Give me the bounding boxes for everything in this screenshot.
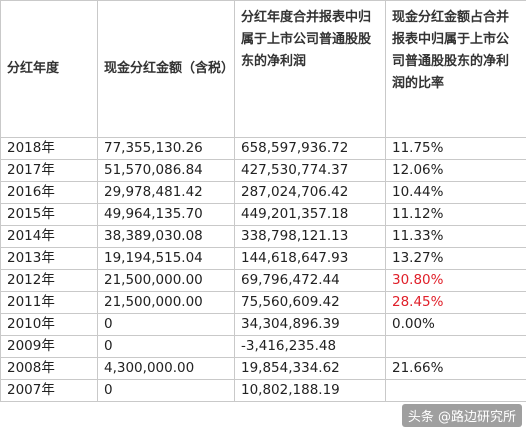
header-net-profit: 分红年度合并报表中归属于上市公司普通股股东的净利润 bbox=[234, 0, 386, 138]
cell-net-profit: 658,597,936.72 bbox=[234, 137, 386, 160]
cell-cash-dividend: 4,300,000.00 bbox=[97, 357, 235, 380]
cell-cash-dividend: 77,355,130.26 bbox=[97, 137, 235, 160]
cell-year: 2016年 bbox=[0, 181, 98, 204]
cell-cash-dividend: 38,389,030.08 bbox=[97, 225, 235, 248]
cell-cash-dividend: 0 bbox=[97, 313, 235, 336]
cell-year: 2014年 bbox=[0, 225, 98, 248]
cell-year: 2012年 bbox=[0, 269, 98, 292]
cell-cash-dividend: 21,500,000.00 bbox=[97, 269, 235, 292]
cell-net-profit: 449,201,357.18 bbox=[234, 203, 386, 226]
table-row: 2007年 0 10,802,188.19 bbox=[0, 379, 526, 402]
dividend-table: 分红年度 现金分红金额（含税） 分红年度合并报表中归属于上市公司普通股股东的净利… bbox=[0, 0, 526, 402]
cell-ratio: 11.33% bbox=[385, 225, 526, 248]
header-ratio: 现金分红金额占合并报表中归属于上市公司普通股股东的净利润的比率 bbox=[385, 0, 526, 138]
cell-year: 2015年 bbox=[0, 203, 98, 226]
cell-cash-dividend: 0 bbox=[97, 335, 235, 358]
cell-net-profit: -3,416,235.48 bbox=[234, 335, 386, 358]
cell-ratio bbox=[385, 379, 526, 402]
table-body: 2018年 77,355,130.26 658,597,936.72 11.75% 20… bbox=[0, 137, 526, 402]
cell-cash-dividend: 19,194,515.04 bbox=[97, 247, 235, 270]
cell-year: 2011年 bbox=[0, 291, 98, 314]
cell-year: 2010年 bbox=[0, 313, 98, 336]
cell-ratio: 12.06% bbox=[385, 159, 526, 182]
cell-year: 2009年 bbox=[0, 335, 98, 358]
cell-year: 2017年 bbox=[0, 159, 98, 182]
cell-net-profit: 34,304,896.39 bbox=[234, 313, 386, 336]
cell-cash-dividend: 0 bbox=[97, 379, 235, 402]
cell-ratio: 21.66% bbox=[385, 357, 526, 380]
cell-net-profit: 287,024,706.42 bbox=[234, 181, 386, 204]
cell-cash-dividend: 21,500,000.00 bbox=[97, 291, 235, 314]
cell-net-profit: 69,796,472.44 bbox=[234, 269, 386, 292]
cell-cash-dividend: 49,964,135.70 bbox=[97, 203, 235, 226]
cell-year: 2007年 bbox=[0, 379, 98, 402]
cell-ratio: 28.45% bbox=[385, 291, 526, 314]
cell-ratio: 0.00% bbox=[385, 313, 526, 336]
header-row: 分红年度 现金分红金额（含税） 分红年度合并报表中归属于上市公司普通股股东的净利… bbox=[0, 0, 526, 138]
cell-ratio: 30.80% bbox=[385, 269, 526, 292]
table-row: 2016年 29,978,481.42 287,024,706.42 10.44% bbox=[0, 181, 526, 204]
table-row: 2010年 0 34,304,896.39 0.00% bbox=[0, 313, 526, 336]
cell-net-profit: 427,530,774.37 bbox=[234, 159, 386, 182]
cell-ratio: 10.44% bbox=[385, 181, 526, 204]
table-row: 2015年 49,964,135.70 449,201,357.18 11.12% bbox=[0, 203, 526, 226]
cell-cash-dividend: 51,570,086.84 bbox=[97, 159, 235, 182]
cell-ratio bbox=[385, 335, 526, 358]
table-row: 2008年 4,300,000.00 19,854,334.62 21.66% bbox=[0, 357, 526, 380]
table-row: 2013年 19,194,515.04 144,618,647.93 13.27% bbox=[0, 247, 526, 270]
cell-ratio: 11.12% bbox=[385, 203, 526, 226]
cell-cash-dividend: 29,978,481.42 bbox=[97, 181, 235, 204]
cell-net-profit: 338,798,121.13 bbox=[234, 225, 386, 248]
cell-net-profit: 10,802,188.19 bbox=[234, 379, 386, 402]
table-row: 2012年 21,500,000.00 69,796,472.44 30.80% bbox=[0, 269, 526, 292]
table-row: 2011年 21,500,000.00 75,560,609.42 28.45% bbox=[0, 291, 526, 314]
cell-net-profit: 19,854,334.62 bbox=[234, 357, 386, 380]
table-row: 2009年 0 -3,416,235.48 bbox=[0, 335, 526, 358]
cell-ratio: 11.75% bbox=[385, 137, 526, 160]
cell-net-profit: 144,618,647.93 bbox=[234, 247, 386, 270]
table-row: 2017年 51,570,086.84 427,530,774.37 12.06% bbox=[0, 159, 526, 182]
cell-ratio: 13.27% bbox=[385, 247, 526, 270]
watermark: 头条 @路边研究所 bbox=[401, 404, 522, 427]
table-row: 2014年 38,389,030.08 338,798,121.13 11.33% bbox=[0, 225, 526, 248]
table-row: 2018年 77,355,130.26 658,597,936.72 11.75% bbox=[0, 137, 526, 160]
header-cash-dividend: 现金分红金额（含税） bbox=[97, 0, 235, 138]
cell-net-profit: 75,560,609.42 bbox=[234, 291, 386, 314]
header-year: 分红年度 bbox=[0, 0, 98, 138]
cell-year: 2018年 bbox=[0, 137, 98, 160]
cell-year: 2008年 bbox=[0, 357, 98, 380]
cell-year: 2013年 bbox=[0, 247, 98, 270]
